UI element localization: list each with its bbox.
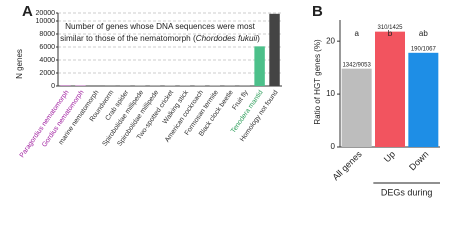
y-tick-label: 0 [51, 83, 55, 90]
bar [269, 13, 280, 86]
title-species: Chordodes fukuii [196, 34, 258, 43]
y-tick-label: 10000 [36, 18, 56, 25]
title-part: similar to those of the nematomorph ( [60, 34, 196, 43]
bar [60, 85, 71, 86]
y-tick-label: 8000 [39, 31, 55, 38]
group-label: DEGs during [381, 187, 433, 197]
figure: A B Number of genes whose DNA sequences … [15, 3, 440, 197]
x-tick-label: All genes [331, 149, 365, 183]
y-tick-label: 20000 [36, 10, 56, 17]
value-label: 190/1067 [411, 46, 437, 52]
y-tick-label: 0 [331, 142, 336, 151]
y-tick-label: 6000 [39, 44, 55, 51]
y-tick-label: 20 [326, 36, 335, 45]
value-label: 310/1425 [377, 25, 403, 31]
panel-letter: A [22, 3, 33, 20]
y-tick-label: 10 [326, 89, 335, 98]
bar [254, 46, 265, 86]
bar [408, 52, 439, 147]
value-label: 1342/9053 [342, 62, 371, 68]
chart-title: Number of genes whose DNA sequences were… [65, 22, 255, 31]
chart-title: similar to those of the nematomorph (Cho… [60, 34, 260, 43]
annotation: b [388, 29, 393, 38]
bar [375, 31, 405, 148]
annotation: ab [419, 29, 428, 38]
x-tick-label: Down [407, 149, 430, 172]
bar [75, 85, 86, 86]
annotation: a [354, 29, 359, 38]
y-axis-label: Ratio of HGT genes (%) [313, 39, 322, 125]
y-tick-label: 2000 [39, 70, 55, 77]
y-tick-label: 4000 [39, 57, 55, 64]
y-axis-label: N genes [15, 49, 24, 79]
panel-letter: B [312, 3, 323, 20]
bar [341, 68, 372, 147]
x-tick-label: Up [382, 149, 397, 164]
title-part: ) [257, 34, 260, 43]
bar [90, 85, 101, 86]
